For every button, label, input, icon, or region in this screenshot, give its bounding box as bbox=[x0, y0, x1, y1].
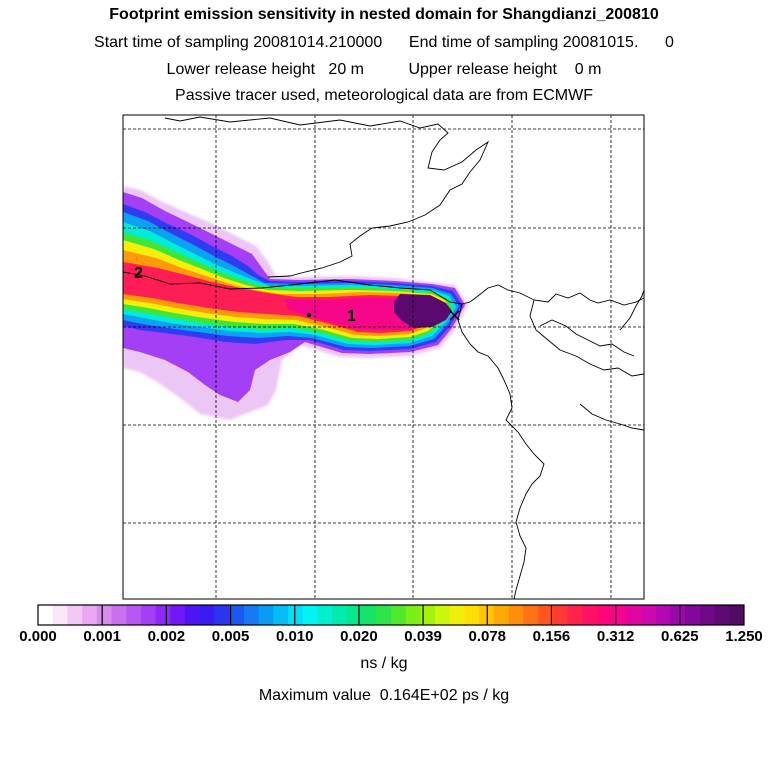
colorbar-cell bbox=[420, 605, 436, 625]
colorbar-cell bbox=[185, 605, 201, 625]
colorbar-cell bbox=[729, 605, 745, 625]
map-frame bbox=[122, 114, 645, 600]
plume-level-1250 bbox=[394, 294, 452, 328]
colorbar-cell bbox=[273, 605, 289, 625]
colorbar-cell bbox=[449, 605, 465, 625]
colorbar-cell bbox=[288, 605, 304, 625]
tracer-info: Passive tracer used, meteorological data… bbox=[175, 87, 593, 104]
colorbar-cell bbox=[582, 605, 598, 625]
marker-dot bbox=[306, 312, 312, 318]
colorbar-tick-label: 1.250 bbox=[725, 628, 763, 645]
colorbar-cell bbox=[626, 605, 642, 625]
colorbar-cell bbox=[567, 605, 583, 625]
colorbar-cell bbox=[655, 605, 671, 625]
colorbar-tick-label: 0.010 bbox=[275, 628, 314, 645]
northern-border bbox=[164, 116, 490, 278]
colorbar-unit: ns / kg bbox=[360, 655, 408, 672]
colorbar-tick-label: 0.000 bbox=[19, 628, 57, 645]
sampling-times: Start time of sampling 20081014.210000 E… bbox=[94, 34, 674, 51]
colorbar-tick-label: 0.002 bbox=[147, 628, 186, 645]
colorbar-cell bbox=[96, 605, 112, 625]
colorbar-cell bbox=[376, 605, 392, 625]
colorbar-cell bbox=[170, 605, 186, 625]
colorbar-cell bbox=[538, 605, 554, 625]
colorbar-cell bbox=[493, 605, 510, 625]
colorbar-cell bbox=[38, 605, 54, 625]
colorbar-cell bbox=[435, 605, 451, 625]
colorbar-cell bbox=[611, 605, 627, 625]
colorbar-cell bbox=[361, 605, 377, 625]
colorbar-cell bbox=[126, 605, 142, 625]
coastline-south bbox=[457, 303, 545, 599]
colorbar-cell bbox=[243, 605, 260, 625]
colorbar-tick-label: 0.001 bbox=[83, 628, 121, 645]
border-line bbox=[123, 271, 463, 305]
colorbar-cell bbox=[111, 605, 127, 625]
colorbar-tick-label: 0.078 bbox=[468, 628, 507, 645]
peninsula-inner bbox=[539, 319, 635, 357]
receptor-icon: × bbox=[447, 305, 462, 326]
colorbar-cell bbox=[714, 605, 730, 625]
coastline-bay bbox=[461, 284, 644, 306]
marker-label-2: 2 bbox=[134, 265, 143, 282]
colorbar-cell bbox=[699, 605, 715, 625]
colorbar-cell bbox=[596, 605, 613, 625]
colorbar-cell bbox=[214, 605, 230, 625]
colorbar-tick-label: 0.039 bbox=[404, 628, 442, 645]
colorbar-cell bbox=[670, 605, 686, 625]
colorbar-cell bbox=[302, 605, 318, 625]
release-heights: Lower release height 20 m Upper release … bbox=[166, 61, 602, 78]
colorbar-cell bbox=[391, 605, 407, 625]
colorbar-cell bbox=[67, 605, 83, 625]
colorbar-cell bbox=[508, 605, 524, 625]
colorbar-tick-label: 0.312 bbox=[596, 628, 635, 645]
peninsula-korea bbox=[619, 289, 644, 331]
colorbar-cell bbox=[346, 605, 362, 625]
colorbar-cell bbox=[140, 605, 157, 625]
colorbar-dividers bbox=[101, 605, 681, 625]
colorbar-cell bbox=[552, 605, 568, 625]
coastline-east bbox=[579, 403, 644, 431]
colorbar-cell bbox=[258, 605, 274, 625]
colorbar-tick-label: 0.156 bbox=[532, 628, 571, 645]
colorbar-cell bbox=[332, 605, 348, 625]
maximum-value: Maximum value 0.164E+02 ps / kg bbox=[258, 687, 510, 704]
colorbar-cell bbox=[82, 605, 98, 625]
colorbar-cell bbox=[52, 605, 68, 625]
colorbar-cells bbox=[38, 605, 745, 625]
colorbar-tick-label: 0.005 bbox=[211, 628, 250, 645]
colorbar-cell bbox=[199, 605, 215, 625]
grid-lines bbox=[123, 115, 644, 599]
marker-label-1: 1 bbox=[347, 308, 356, 325]
sensitivity-plume bbox=[123, 186, 468, 420]
colorbar-cell bbox=[523, 605, 539, 625]
colorbar-cell bbox=[405, 605, 421, 625]
colorbar-cell bbox=[155, 605, 171, 625]
coastlines bbox=[123, 116, 644, 599]
receptor-markers: 2 1 × bbox=[134, 265, 462, 326]
peninsula bbox=[529, 299, 644, 377]
colorbar-tick-label: 0.625 bbox=[661, 628, 699, 645]
colorbar-cell bbox=[229, 605, 245, 625]
colorbar-cell bbox=[685, 605, 701, 625]
map-title: Footprint emission sensitivity in nested… bbox=[109, 6, 659, 23]
colorbar-cell bbox=[464, 605, 480, 625]
colorbar-tick-label: 0.020 bbox=[340, 628, 378, 645]
colorbar-cell bbox=[317, 605, 333, 625]
colorbar-frame bbox=[37, 604, 745, 626]
colorbar-cell bbox=[641, 605, 657, 625]
